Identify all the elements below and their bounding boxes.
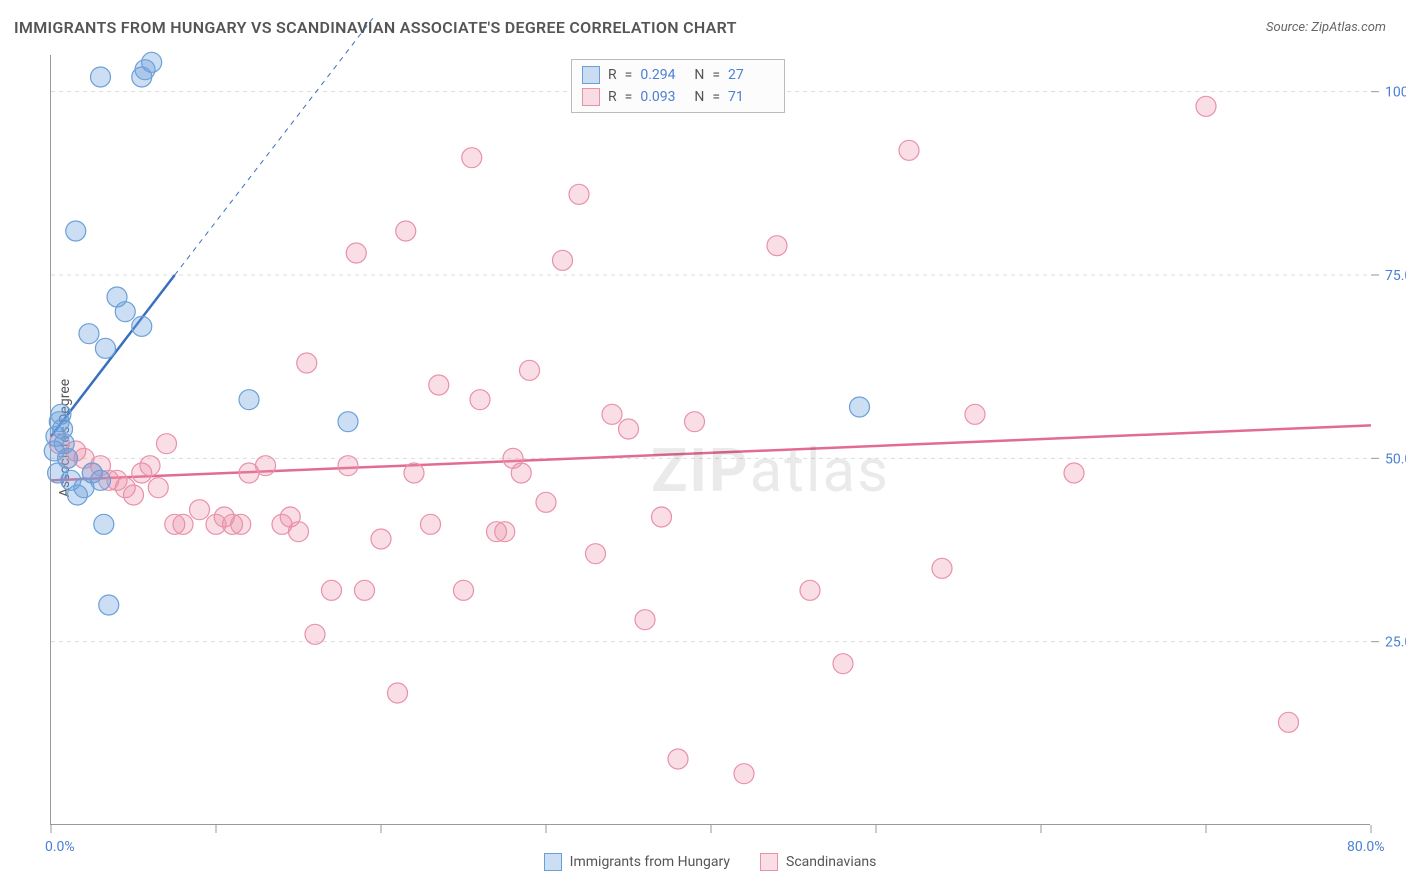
stats-legend-box: R = 0.294 N = 27 R = 0.093 N = 71 [571, 59, 785, 113]
swatch-icon [760, 853, 778, 871]
svg-text:25.0%: 25.0% [1385, 635, 1406, 651]
svg-text:100.0%: 100.0% [1385, 85, 1406, 101]
source-attribution: Source: ZipAtlas.com [1266, 20, 1386, 35]
swatch-icon [544, 853, 562, 871]
stat-r-label: R [608, 67, 617, 83]
plot-area: 25.0%50.0%75.0%100.0%0.0%80.0% ZIPatlas … [50, 55, 1370, 825]
svg-text:75.0%: 75.0% [1385, 268, 1406, 284]
stat-eq: = [712, 67, 720, 83]
swatch-icon [582, 88, 600, 106]
stat-eq: = [625, 67, 633, 83]
stat-n-value: 27 [728, 67, 774, 83]
swatch-icon [582, 66, 600, 84]
stat-r-label: R [608, 89, 617, 105]
stat-eq: = [625, 89, 633, 105]
stat-r-value: 0.294 [640, 67, 686, 83]
stat-n-label: N [694, 67, 704, 83]
svg-text:50.0%: 50.0% [1385, 451, 1406, 467]
legend-label: Scandinavians [786, 854, 876, 870]
legend-item: Immigrants from Hungary [544, 853, 730, 871]
stat-n-value: 71 [728, 89, 774, 105]
stat-eq: = [712, 89, 720, 105]
stats-row: R = 0.294 N = 27 [582, 64, 774, 86]
stat-r-value: 0.093 [640, 89, 686, 105]
legend-item: Scandinavians [760, 853, 876, 871]
stats-row: R = 0.093 N = 71 [582, 86, 774, 108]
legend-label: Immigrants from Hungary [570, 854, 730, 870]
scatter-svg: 25.0%50.0%75.0%100.0%0.0%80.0% [51, 55, 1371, 825]
chart-title: IMMIGRANTS FROM HUNGARY VS SCANDINAVIAN … [14, 18, 737, 37]
bottom-legend: Immigrants from Hungary Scandinavians [50, 853, 1370, 871]
stat-n-label: N [694, 89, 704, 105]
